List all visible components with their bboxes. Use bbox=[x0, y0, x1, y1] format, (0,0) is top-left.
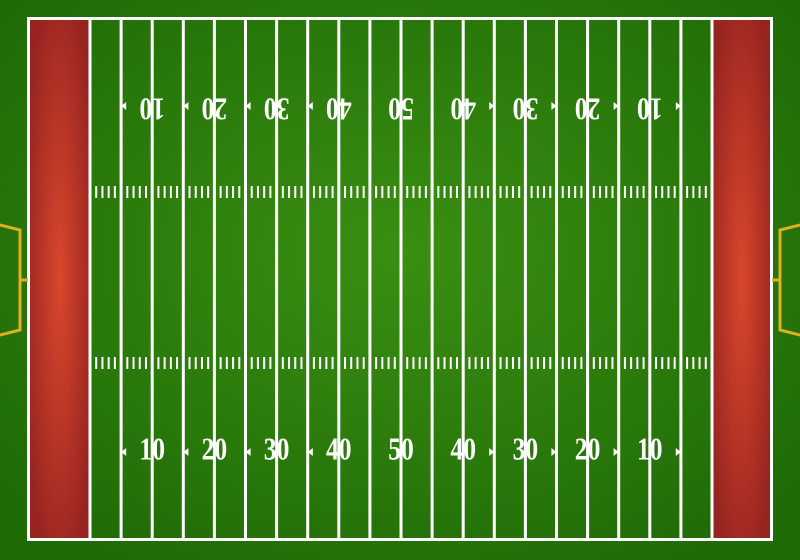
yard-lines bbox=[88, 19, 714, 539]
yard-number: 50 bbox=[388, 91, 414, 126]
yard-number: 10 bbox=[637, 91, 663, 126]
direction-arrow bbox=[245, 448, 251, 456]
yard-number: 20 bbox=[575, 91, 601, 126]
yard-number: 30 bbox=[513, 91, 539, 126]
direction-arrow bbox=[121, 102, 127, 110]
yard-number: 40 bbox=[450, 432, 476, 467]
yard-number: 20 bbox=[575, 432, 601, 467]
direction-arrow bbox=[245, 102, 251, 110]
yard-number: 10 bbox=[139, 432, 165, 467]
direction-arrow bbox=[551, 102, 557, 110]
direction-arrow bbox=[675, 448, 681, 456]
direction-arrow bbox=[307, 102, 313, 110]
yard-number: 40 bbox=[326, 432, 352, 467]
end-zone-left bbox=[29, 19, 90, 539]
yard-number: 30 bbox=[264, 432, 290, 467]
direction-arrow bbox=[489, 448, 495, 456]
direction-arrow bbox=[613, 448, 619, 456]
field-border bbox=[27, 17, 773, 541]
direction-arrow bbox=[675, 102, 681, 110]
yard-number: 40 bbox=[326, 91, 352, 126]
yard-number: 10 bbox=[637, 432, 663, 467]
direction-arrow bbox=[551, 448, 557, 456]
goalpost-right bbox=[772, 223, 800, 337]
direction-arrow bbox=[613, 102, 619, 110]
end-zone-right bbox=[712, 19, 771, 539]
goalpost-left bbox=[0, 223, 28, 337]
direction-arrow bbox=[121, 448, 127, 456]
yard-numbers: 10 20 30 40 50 40 30 20 10 10 20 30 40 50 40 30 20 10 bbox=[121, 91, 681, 467]
yard-number: 20 bbox=[202, 432, 228, 467]
yard-number: 30 bbox=[513, 432, 539, 467]
yard-number: 50 bbox=[388, 432, 414, 467]
yard-number: 20 bbox=[202, 91, 228, 126]
direction-arrow bbox=[183, 448, 189, 456]
direction-arrow bbox=[489, 102, 495, 110]
direction-arrow bbox=[307, 448, 313, 456]
yard-number: 10 bbox=[139, 91, 165, 126]
yard-number: 30 bbox=[264, 91, 290, 126]
yard-number: 40 bbox=[450, 91, 476, 126]
direction-arrow bbox=[183, 102, 189, 110]
